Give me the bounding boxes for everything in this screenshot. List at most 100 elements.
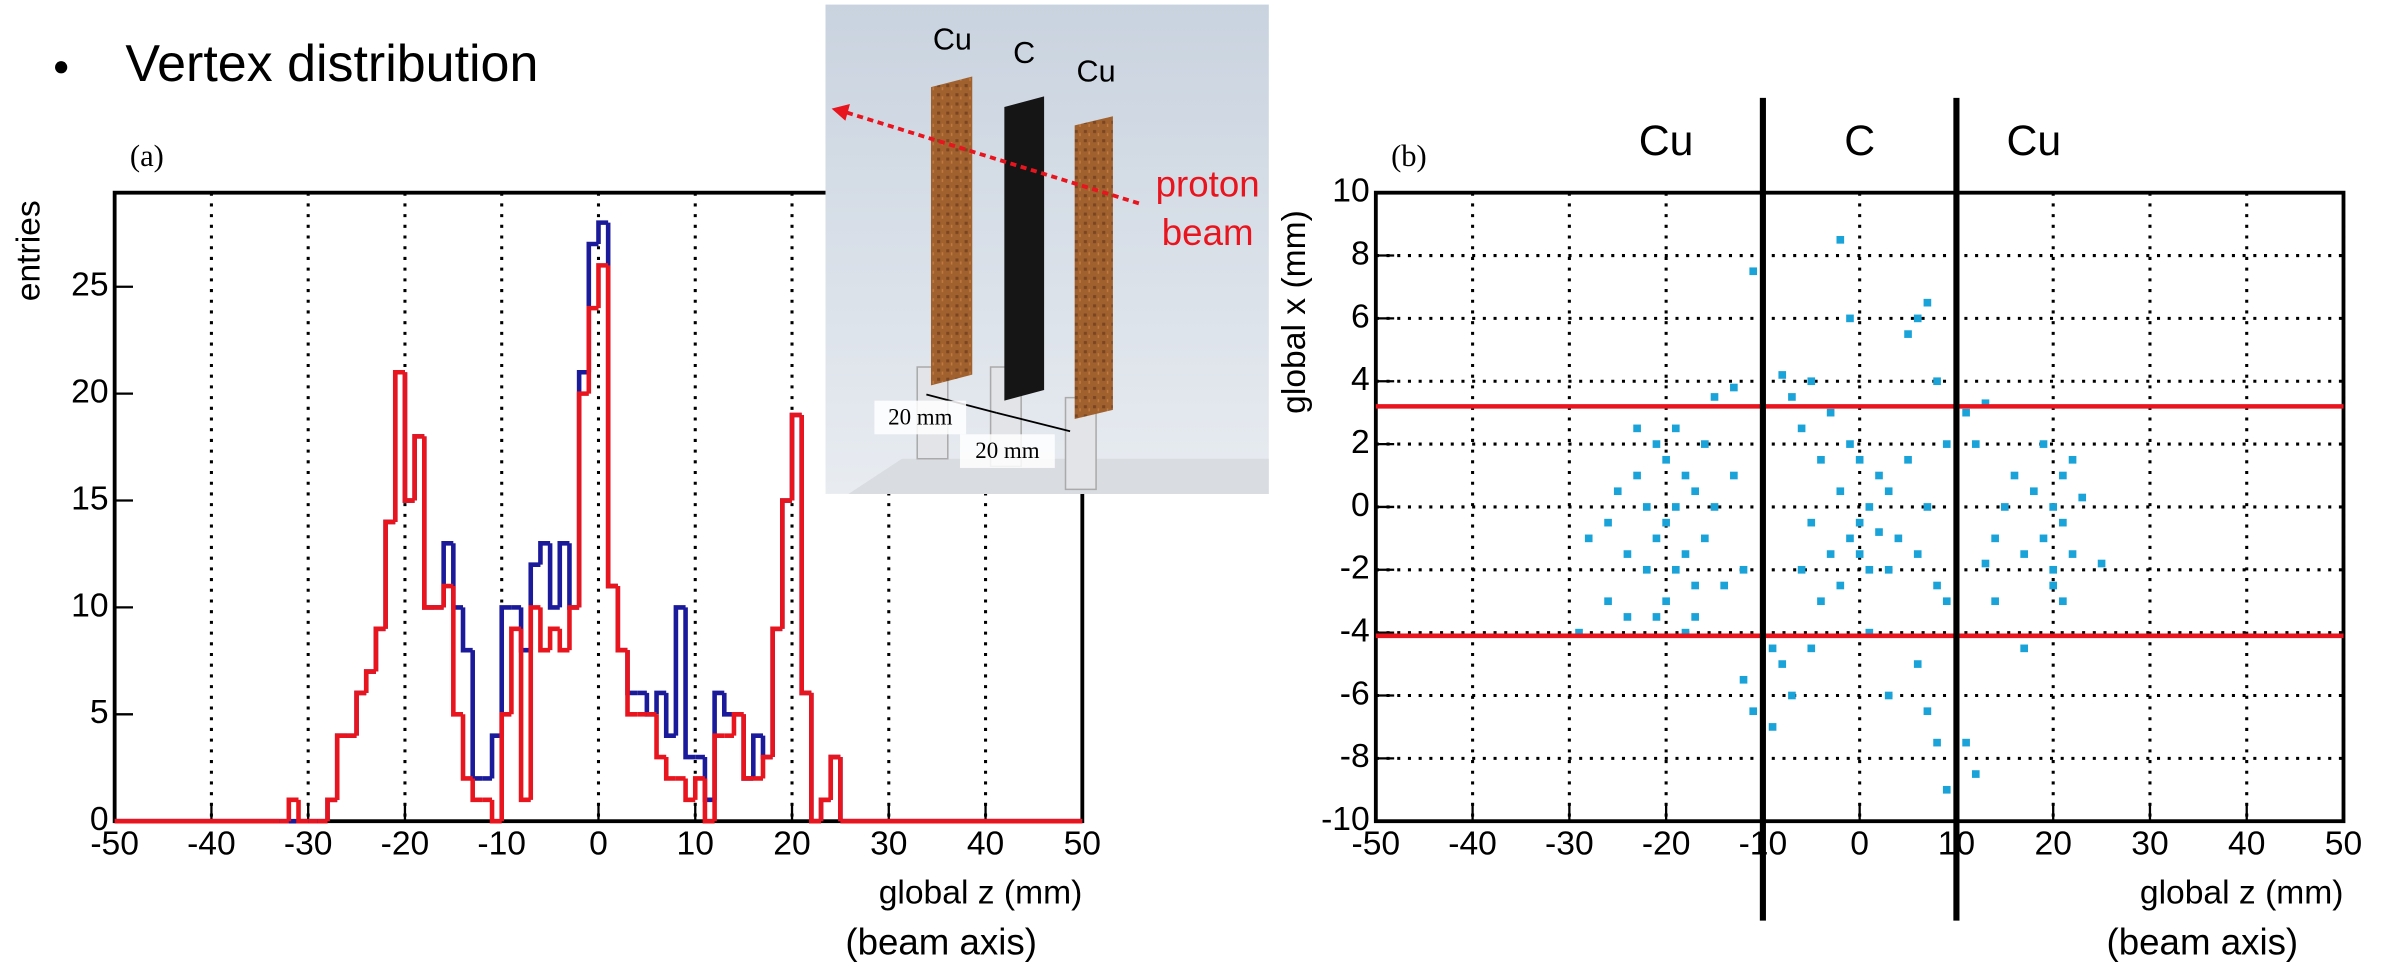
scatter-point <box>1788 691 1796 700</box>
scatter-point <box>1739 565 1748 574</box>
x-tick-label: 30 <box>2131 826 2168 863</box>
histogram-step <box>296 799 309 824</box>
histogram-step <box>654 690 667 715</box>
histogram-step <box>615 586 628 653</box>
scatter-point <box>1865 628 1874 637</box>
scatter-point <box>1865 503 1874 511</box>
scatter-point <box>2059 518 2067 527</box>
x-tick-label: -30 <box>1545 826 1594 863</box>
histogram-step <box>586 305 599 394</box>
y-tick-label: 0 <box>1351 487 1370 524</box>
histogram-step <box>760 754 773 779</box>
scatter-point <box>1913 314 1922 323</box>
histogram-step <box>596 263 609 309</box>
histogram-step <box>547 543 560 610</box>
gap-label: 20 mm <box>888 404 952 429</box>
panel-label: (a) <box>130 139 164 173</box>
y-tick-label: 10 <box>1332 173 1369 210</box>
scatter-point <box>1807 377 1816 386</box>
scatter-point <box>1807 518 1816 527</box>
scatter-point <box>1981 399 1990 408</box>
histogram-step <box>499 605 512 736</box>
x-tick-label: 0 <box>1850 826 1869 863</box>
scatter-point <box>1894 534 1903 543</box>
dimension-line <box>996 412 1071 433</box>
histogram-step <box>818 797 831 822</box>
scatter-point <box>1671 424 1680 433</box>
histogram-step <box>770 626 783 758</box>
scatter-point <box>1720 581 1729 590</box>
histogram-step <box>596 220 609 244</box>
histogram-step <box>460 714 473 781</box>
scatter-point <box>1788 393 1796 401</box>
scatter-point <box>1662 455 1670 464</box>
histogram-step <box>402 372 415 503</box>
x-tick-label: 10 <box>677 826 714 863</box>
scatter-point <box>1662 597 1670 606</box>
scatter-point <box>1739 675 1748 684</box>
scatter-point <box>1749 707 1758 716</box>
x-tick-label: -50 <box>90 826 139 863</box>
x-tick-label: 0 <box>589 826 608 863</box>
y-tick-label: 2 <box>1351 424 1370 461</box>
histogram-step <box>470 650 483 781</box>
scatter-point <box>1797 424 1806 433</box>
region-label: C <box>1844 117 1875 165</box>
beam-label: proton <box>1156 163 1260 204</box>
scatter-point <box>2020 550 2028 558</box>
histogram-step <box>712 733 725 822</box>
histogram-step <box>460 607 473 653</box>
histogram-step <box>625 650 638 717</box>
scatter-point <box>1933 377 1941 386</box>
scatter-point <box>1865 565 1874 574</box>
scatter-point <box>1778 660 1787 668</box>
scatter-point <box>1662 518 1670 527</box>
histogram-step <box>557 628 570 653</box>
y-tick-label: -8 <box>1340 738 1370 775</box>
scatter-point <box>1623 613 1632 621</box>
y-tick-label: -4 <box>1340 613 1370 650</box>
scatter-point <box>1981 559 1990 568</box>
scatter-point <box>1710 503 1719 511</box>
scatter-point <box>1971 440 1980 448</box>
scatter-point <box>1991 534 1999 543</box>
scatter-point <box>1642 503 1651 511</box>
beam-arrow <box>843 109 1140 206</box>
scatter-point <box>1846 314 1854 323</box>
histogram-step <box>567 605 580 651</box>
scatter-point <box>1826 408 1835 417</box>
scatter-point <box>2068 550 2077 558</box>
histogram-step <box>789 412 802 501</box>
x-tick-label: -20 <box>381 826 430 863</box>
x-tick-label: -20 <box>1642 826 1691 863</box>
scatter-point <box>1681 471 1690 480</box>
scatter-point <box>1962 408 1970 417</box>
y-tick-label: 15 <box>71 480 108 517</box>
panel-label: (b) <box>1391 139 1427 173</box>
histogram-step <box>489 733 502 779</box>
label-box <box>960 434 1055 468</box>
x-tick-label: 40 <box>2228 826 2265 863</box>
histogram-step <box>286 797 299 822</box>
scatter-point <box>1884 565 1893 574</box>
histogram-step <box>809 692 822 824</box>
histogram-step <box>538 607 551 653</box>
scatter-point <box>1855 550 1864 558</box>
scatter-point <box>1681 628 1690 637</box>
scatter-point <box>1942 440 1951 448</box>
scatter-point <box>2097 559 2106 568</box>
x-axis-label: global z (mm) <box>2140 874 2344 911</box>
histogram-step <box>702 778 715 824</box>
histogram-step <box>499 712 512 822</box>
scatter-point <box>2020 644 2028 653</box>
scatter-point <box>2059 471 2067 480</box>
scatter-point <box>1875 528 1883 536</box>
histogram-step <box>325 797 338 822</box>
y-tick-label: 8 <box>1351 235 1370 272</box>
gap-label: 20 mm <box>975 438 1039 463</box>
scatter-point <box>2078 493 2087 502</box>
scatter-point <box>1710 393 1719 401</box>
x-tick-label: -30 <box>284 826 333 863</box>
histogram-step <box>547 626 560 651</box>
scatter-point <box>1633 471 1641 480</box>
